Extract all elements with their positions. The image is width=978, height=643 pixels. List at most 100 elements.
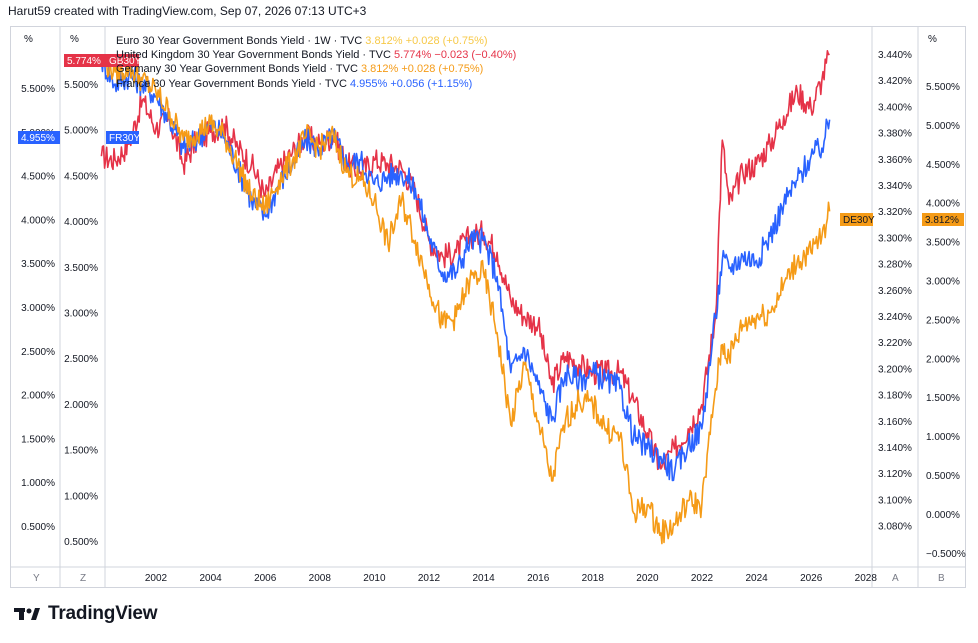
gb30y-badge-value: 5.774% xyxy=(67,56,101,67)
left-price-axis: 5.500% 5.000% 4.500% 4.000% 3.500% 3.000% 2.50… xyxy=(64,80,98,548)
x-tick-label: 2004 xyxy=(199,573,222,584)
x-tick-label: 2024 xyxy=(745,573,768,584)
x-tick-label: 2020 xyxy=(636,573,659,584)
left-unit-label: % xyxy=(70,34,79,45)
tradingview-logo[interactable]: TradingView xyxy=(14,603,158,625)
legend-row-eu[interactable]: Euro 30 Year Government Bonds Yield · 1W… xyxy=(116,34,516,48)
axis-scale-b-button[interactable]: B xyxy=(938,573,945,584)
tradingview-logo-icon xyxy=(14,608,40,620)
de30y-badge-ticker: DE30Y xyxy=(843,215,875,226)
right-tick-label: 2.500% xyxy=(926,315,960,326)
x-tick-label: 2002 xyxy=(145,573,168,584)
x-tick-label: 2008 xyxy=(309,573,332,584)
inner-right-tick-label: 3.160% xyxy=(878,417,912,428)
far-left-tick-label: 4.500% xyxy=(21,172,55,183)
left-tick-label: 4.000% xyxy=(64,217,98,228)
legend-value: 5.774% xyxy=(394,49,435,62)
inner-right-tick-label: 3.120% xyxy=(878,469,912,480)
inner-right-tick-label: 3.240% xyxy=(878,312,912,323)
legend-change: −0.023 (−0.40%) xyxy=(434,49,517,62)
far-left-tick-label: 2.500% xyxy=(21,347,55,358)
x-tick-label: 2026 xyxy=(800,573,823,584)
right-tick-label: 3.000% xyxy=(926,277,960,288)
right-tick-label: 0.500% xyxy=(926,471,960,482)
axis-scale-y-button[interactable]: Y xyxy=(33,573,40,584)
series-line-germany[interactable] xyxy=(100,54,831,545)
x-tick-label: 2028 xyxy=(855,573,878,584)
x-tick-label: 2010 xyxy=(363,573,386,584)
left-tick-label: 4.500% xyxy=(64,171,98,182)
time-axis: 2002 2004 2006 2008 2010 2012 2014 2016 2018 2020… xyxy=(145,573,877,584)
inner-right-tick-label: 3.340% xyxy=(878,181,912,192)
legend-change: +0.028 (+0.75%) xyxy=(405,35,488,47)
legend-name: United Kingdom 30 Year Government Bonds … xyxy=(116,49,395,62)
x-tick-label: 2014 xyxy=(472,573,495,584)
legend-value: 4.955% xyxy=(349,77,391,90)
far-left-tick-label: 2.000% xyxy=(21,391,55,402)
legend-change: +0.028 (+0.75%) xyxy=(401,63,484,76)
right-tick-label: 4.500% xyxy=(926,160,960,171)
series-line-uk[interactable] xyxy=(100,50,830,471)
left-tick-label: 5.500% xyxy=(64,80,98,91)
right-tick-label: 4.000% xyxy=(926,199,960,210)
far-left-tick-label: 1.500% xyxy=(21,434,55,445)
inner-right-tick-label: 3.320% xyxy=(878,207,912,218)
right-unit-label: % xyxy=(928,34,937,45)
inner-right-tick-label: 3.200% xyxy=(878,364,912,375)
fr30y-badge-value: 4.955% xyxy=(21,133,55,144)
legend-change: +0.056 (+1.15%) xyxy=(390,77,473,90)
left-tick-label: 2.000% xyxy=(64,400,98,411)
axis-scale-a-button[interactable]: A xyxy=(892,573,899,584)
far-left-tick-label: 3.000% xyxy=(21,303,55,314)
left-tick-label: 3.000% xyxy=(64,309,98,320)
right-tick-label: 5.000% xyxy=(926,121,960,132)
series-line-france[interactable] xyxy=(100,54,831,482)
inner-right-tick-label: 3.220% xyxy=(878,338,912,349)
chart-frame xyxy=(10,26,966,588)
far-left-tick-label: 1.000% xyxy=(21,478,55,489)
legend-row-fr[interactable]: France 30 Year Government Bonds Yield · … xyxy=(116,77,516,91)
far-left-tick-label: 4.000% xyxy=(21,215,55,226)
axis-scale-z-button[interactable]: Z xyxy=(80,573,86,584)
x-tick-label: 2006 xyxy=(254,573,277,584)
chart-caption: Harut59 created with TradingView.com, Se… xyxy=(8,4,367,18)
plot-area xyxy=(100,50,831,545)
de30y-badge-value: 3.812% xyxy=(925,215,959,226)
far-left-tick-label: 0.500% xyxy=(21,522,55,533)
left-tick-label: 1.500% xyxy=(64,446,98,457)
inner-right-tick-label: 3.420% xyxy=(878,76,912,87)
left-tick-label: 3.500% xyxy=(64,263,98,274)
right-tick-label: 5.500% xyxy=(926,82,960,93)
right-tick-label: 3.500% xyxy=(926,238,960,249)
de30y-badge: DE30Y 3.812% xyxy=(840,213,964,226)
left-tick-label: 2.500% xyxy=(64,354,98,365)
legend-value: 3.812% xyxy=(360,63,402,76)
left-tick-label: 0.500% xyxy=(64,537,98,548)
inner-right-tick-label: 3.180% xyxy=(878,391,912,402)
fr30y-badge: 4.955% FR30Y xyxy=(18,131,140,144)
far-left-unit-label: % xyxy=(24,34,33,45)
right-tick-label: 1.000% xyxy=(926,432,960,443)
x-tick-label: 2022 xyxy=(691,573,714,584)
x-tick-label: 2016 xyxy=(527,573,550,584)
left-tick-label: 1.000% xyxy=(64,491,98,502)
far-left-tick-label: 5.500% xyxy=(21,84,55,95)
far-left-price-axis: 5.500%5.000%4.500%4.000%3.500%3.000%2.50… xyxy=(21,84,55,533)
fr30y-badge-ticker: FR30Y xyxy=(109,133,140,144)
inner-right-price-axis: 3.440% 3.420% 3.400% 3.380% 3.360% 3.340% 3.32… xyxy=(878,50,912,533)
right-tick-label: 2.000% xyxy=(926,354,960,365)
inner-right-tick-label: 3.100% xyxy=(878,495,912,506)
legend-row-uk[interactable]: United Kingdom 30 Year Government Bonds … xyxy=(116,48,516,62)
legend-name: Euro 30 Year Government Bonds Yield · 1W… xyxy=(116,35,366,47)
legend-value: 3.812% xyxy=(365,35,406,47)
inner-right-tick-label: 3.380% xyxy=(878,129,912,140)
inner-right-tick-label: 3.400% xyxy=(878,102,912,113)
right-tick-label: 1.500% xyxy=(926,393,960,404)
legend-row-de[interactable]: Germany 30 Year Government Bonds Yield ·… xyxy=(116,62,516,76)
inner-right-tick-label: 3.140% xyxy=(878,443,912,454)
right-tick-label: −0.500% xyxy=(926,549,966,560)
legend-name: France 30 Year Government Bonds Yield · … xyxy=(116,77,350,90)
inner-right-tick-label: 3.080% xyxy=(878,522,912,533)
inner-right-tick-label: 3.440% xyxy=(878,50,912,61)
